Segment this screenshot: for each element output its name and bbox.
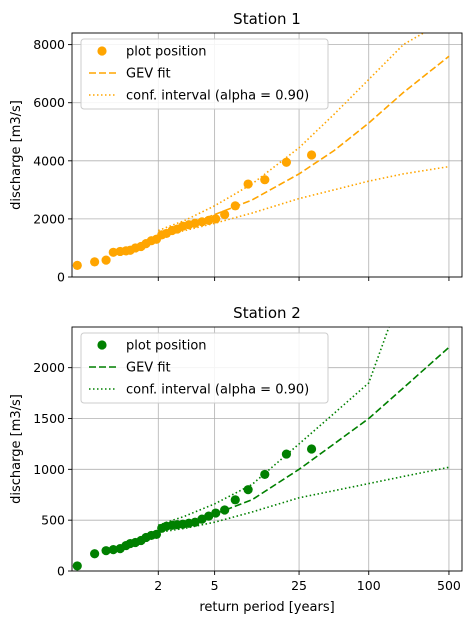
chart2-legend-marker-points xyxy=(97,340,107,350)
chart1-point xyxy=(243,179,253,189)
chart2-point xyxy=(306,444,317,454)
chart2-y-tick-label: 1500 xyxy=(33,411,65,426)
chart1-point xyxy=(90,257,100,267)
chart2-y-axis-label: discharge [m3/s] xyxy=(9,394,24,504)
chart1-y-tick-label: 8000 xyxy=(33,37,65,52)
chart2-point xyxy=(108,545,118,555)
chart2-x-tick-label: 500 xyxy=(437,578,461,593)
chart2-point xyxy=(72,561,82,571)
chart2-gev-fit-line xyxy=(158,346,450,531)
chart2-x-tick-label: 5 xyxy=(211,578,219,593)
chart2-conf-interval-line xyxy=(158,466,450,534)
chart2-plot-area xyxy=(72,327,450,571)
chart1-y-tick-label: 2000 xyxy=(33,211,65,226)
chart1-legend-label: GEV fit xyxy=(126,67,171,82)
chart2-point xyxy=(260,469,270,480)
chart2-x-tick-label: 2 xyxy=(154,578,162,593)
chart2-x-axis-label: return period [years] xyxy=(199,600,334,615)
chart2-point xyxy=(243,485,253,495)
chart2-y-tick-label: 2000 xyxy=(33,360,65,375)
chart1-legend-label: conf. interval (alpha = 0.90) xyxy=(126,89,309,104)
chart2-y-tick-label: 500 xyxy=(41,513,65,528)
chart2-point xyxy=(220,505,230,515)
chart1-point xyxy=(306,150,317,160)
chart2-point xyxy=(230,495,240,505)
chart2-point xyxy=(90,549,100,559)
chart1-y-tick-label: 4000 xyxy=(33,153,65,168)
chart2-legend-box xyxy=(80,332,329,404)
chart2-point xyxy=(211,508,221,518)
chart2-y-tick-label: 0 xyxy=(57,564,65,579)
chart1-conf-interval-line xyxy=(158,165,450,238)
chart1-point xyxy=(260,175,270,185)
chart1-conf-interval-line xyxy=(157,33,424,232)
chart1-y-axis-label: discharge [m3/s] xyxy=(9,100,24,210)
chart2-conf-interval-line xyxy=(158,327,390,527)
chart2-legend-label: GEV fit xyxy=(126,361,171,376)
chart1-axes-frame xyxy=(71,32,463,278)
chart1-legend-box xyxy=(80,38,329,110)
chart1-point xyxy=(211,214,221,224)
chart1-title: Station 1 xyxy=(233,10,301,28)
chart1-point xyxy=(220,209,230,220)
chart2-x-tick-label: 25 xyxy=(291,578,307,593)
chart2-x-tick-label: 100 xyxy=(357,578,381,593)
chart2-y-tick-label: 1000 xyxy=(33,462,65,477)
chart1-plot-area xyxy=(72,33,450,270)
chart1-y-tick-label: 0 xyxy=(57,270,65,285)
chart2-title: Station 2 xyxy=(233,304,301,322)
chart1-y-tick-label: 6000 xyxy=(33,95,65,110)
chart1-point xyxy=(108,247,118,257)
chart1-point xyxy=(101,255,111,265)
chart1-legend-marker-points xyxy=(97,46,107,56)
chart2-axes-frame xyxy=(71,326,463,572)
chart1-legend-label: plot position xyxy=(126,45,207,60)
chart2-legend-label: plot position xyxy=(126,339,207,354)
chart1-gev-fit-line xyxy=(158,55,450,235)
chart1-point xyxy=(72,260,82,270)
chart2-legend-label: conf. interval (alpha = 0.90) xyxy=(126,383,309,398)
chart2-point xyxy=(101,546,111,556)
